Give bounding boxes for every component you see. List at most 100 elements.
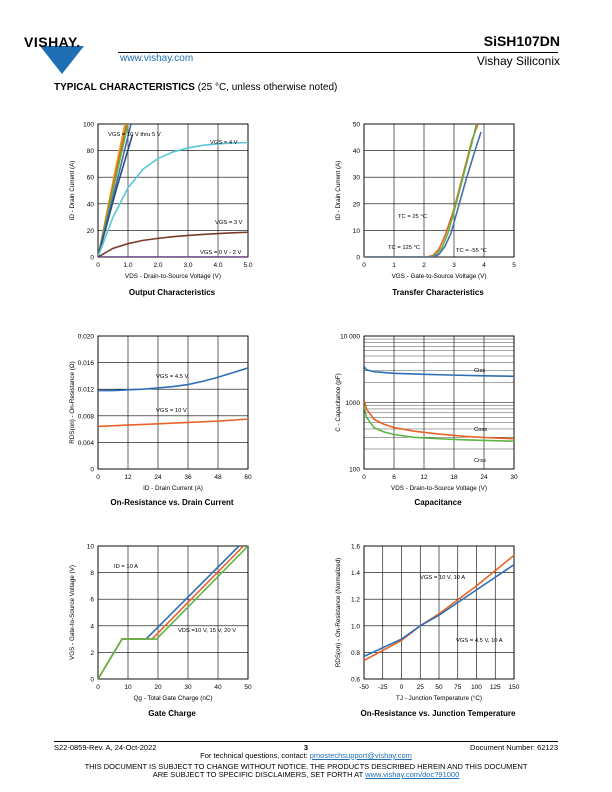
logo-text: VISHAY. bbox=[24, 34, 81, 50]
x-tick-label: 12 bbox=[420, 474, 428, 481]
disclaimer-prefix: ARE SUBJECT TO SPECIFIC DISCLAIMERS, SET… bbox=[152, 770, 366, 779]
x-tick-label: 30 bbox=[184, 684, 192, 691]
y-tick-label: 10 bbox=[87, 544, 95, 551]
y-tick-label: 100 bbox=[349, 467, 360, 474]
series-line-0 bbox=[364, 124, 479, 257]
y-tick-label: 0.008 bbox=[78, 413, 95, 420]
header-rule bbox=[118, 52, 558, 53]
y-tick-label: 1.2 bbox=[351, 597, 360, 604]
annotation-1: VGS = 4.5 V, 10 A bbox=[456, 638, 503, 644]
chart-svg-3: 0 6 12 18 24 30 100 1000 10 000 Ciss Coss Crss VDS -… bbox=[335, 334, 518, 493]
y-tick-label: 0.004 bbox=[78, 440, 95, 447]
plot-frame bbox=[97, 545, 249, 680]
x-axis-label: VDS - Drain-to-Source Voltage (V) bbox=[391, 485, 487, 492]
x-tick-label: 3.0 bbox=[183, 262, 192, 269]
x-tick-label: 1.0 bbox=[123, 262, 132, 269]
y-tick-label: 0 bbox=[90, 255, 94, 262]
disclaimer-link[interactable]: www.vishay.com/doc?91000 bbox=[365, 770, 460, 779]
y-tick-label: 0.020 bbox=[78, 334, 95, 341]
disclaimer-line-2: ARE SUBJECT TO SPECIFIC DISCLAIMERS, SET… bbox=[0, 770, 612, 779]
chart-capacitance: 0 6 12 18 24 30 100 1000 10 000 Ciss Coss Crss VDS -… bbox=[326, 330, 526, 500]
x-axis-label: TJ - Junction Temperature (°C) bbox=[396, 694, 482, 702]
x-tick-label: 125 bbox=[490, 684, 501, 691]
y-tick-label: 0.6 bbox=[351, 677, 360, 684]
x-tick-label: 0 bbox=[96, 474, 100, 481]
x-tick-label: 6 bbox=[392, 474, 396, 481]
vishay-logo bbox=[24, 24, 114, 80]
x-tick-label: 2 bbox=[422, 262, 426, 269]
series-line-6 bbox=[98, 231, 248, 257]
x-tick-label: 4 bbox=[482, 262, 486, 269]
x-tick-label: 10 bbox=[124, 684, 132, 691]
y-tick-label: 1.6 bbox=[351, 544, 360, 551]
y-tick-label: 2 bbox=[90, 650, 94, 657]
annotation-0: VGS = 4.5 V bbox=[156, 374, 189, 380]
document-number: Document Number: 62123 bbox=[470, 743, 558, 752]
y-tick-label: 0.8 bbox=[351, 650, 360, 657]
x-tick-label: 25 bbox=[417, 684, 425, 691]
support-email-link[interactable]: pmostechsupport@vishay.com bbox=[309, 751, 412, 760]
x-tick-label: 24 bbox=[480, 474, 488, 481]
y-tick-label: 1.4 bbox=[351, 570, 360, 577]
annotation-2: Crss bbox=[474, 458, 486, 464]
y-axis-label: RDS(on) - On-Resistance (Ω) bbox=[69, 361, 76, 443]
series-line-4 bbox=[98, 134, 134, 257]
x-tick-label: 75 bbox=[454, 684, 462, 691]
chart-transfer-characteristics: 0 1 2 3 4 5 0 10 20 30 40 50 TC = 25 °C TC = 125 °C TC… bbox=[326, 118, 526, 288]
y-tick-label: 1000 bbox=[346, 400, 361, 407]
x-tick-label: 0 bbox=[96, 262, 100, 269]
annotation-2: VGS = 3 V bbox=[215, 220, 243, 226]
x-tick-label: 50 bbox=[435, 684, 443, 691]
y-tick-label: 0 bbox=[90, 467, 94, 474]
x-tick-label: 4.0 bbox=[213, 262, 222, 269]
x-tick-label: 30 bbox=[510, 474, 518, 481]
series-line-0 bbox=[98, 367, 248, 392]
company-name: Vishay Siliconix bbox=[476, 54, 560, 68]
y-tick-label: 60 bbox=[87, 175, 95, 182]
chart-svg-5: -50 -25 0 25 50 75 100 125 150 0.6 0.8 1.0 1.2 1.4 1.6… bbox=[335, 544, 520, 703]
y-axis-label: RDS(on) - On-Resistance (Normalized) bbox=[335, 558, 342, 668]
x-tick-label: 0 bbox=[96, 684, 100, 691]
x-tick-label: 2.0 bbox=[153, 262, 162, 269]
y-tick-label: 80 bbox=[87, 148, 95, 155]
chart-on-resistance-vs-drain-current: 0 12 24 36 48 60 0 0.004 0.008 0.012 0.016 0.020 VGS… bbox=[60, 330, 260, 500]
footer-rule bbox=[54, 741, 558, 742]
y-tick-label: 1.0 bbox=[351, 623, 360, 630]
x-tick-label: 1 bbox=[392, 262, 396, 269]
x-axis-label: VDS - Drain-to-Source Voltage (V) bbox=[125, 273, 221, 280]
caption-on-resistance-vs-temperature: On-Resistance vs. Junction Temperature bbox=[360, 709, 516, 718]
caption-gate-charge: Gate Charge bbox=[148, 709, 196, 718]
annotation-0: VGS = 10 V thru 5 V bbox=[108, 132, 161, 138]
part-number: SiSH107DN bbox=[483, 33, 560, 49]
y-tick-label: 20 bbox=[353, 201, 361, 208]
questions-prefix: For technical questions, contact: bbox=[200, 751, 310, 760]
x-tick-label: 3 bbox=[452, 262, 456, 269]
caption-output-characteristics: Output Characteristics bbox=[128, 288, 216, 297]
series-line-0 bbox=[364, 365, 514, 378]
y-tick-label: 40 bbox=[353, 148, 361, 155]
annotation-1: VGS = 4 V bbox=[210, 140, 238, 146]
series-line-1 bbox=[364, 563, 514, 658]
y-tick-label: 20 bbox=[87, 228, 95, 235]
y-tick-label: 6 bbox=[90, 597, 94, 604]
y-tick-label: 50 bbox=[353, 122, 361, 129]
technical-questions: For technical questions, contact: pmoste… bbox=[0, 751, 612, 760]
chart-svg-4: 0 10 20 30 40 50 0 2 4 6 8 10 ID = 10 A VDS =10 V, 15… bbox=[69, 544, 252, 703]
section-title-bold: TYPICAL CHARACTERISTICS bbox=[54, 82, 195, 93]
caption-transfer-characteristics: Transfer Characteristics bbox=[392, 288, 484, 297]
x-tick-label: -50 bbox=[359, 684, 369, 691]
website-link[interactable]: www.vishay.com bbox=[120, 53, 194, 64]
y-axis-label: C - Capacitance (pF) bbox=[335, 373, 342, 431]
x-tick-label: -25 bbox=[378, 684, 388, 691]
chart-gate-charge: 0 10 20 30 40 50 0 2 4 6 8 10 ID = 10 A VDS =10 V, 15… bbox=[60, 540, 260, 710]
y-tick-label: 4 bbox=[90, 623, 94, 630]
x-tick-label: 18 bbox=[450, 474, 458, 481]
y-tick-label: 40 bbox=[87, 201, 95, 208]
y-axis-label: VGS - Gate-to-Source Voltage (V) bbox=[69, 565, 76, 660]
x-tick-label: 40 bbox=[214, 684, 222, 691]
page-number: 3 bbox=[303, 743, 309, 752]
chart-output-characteristics: 0 1.0 2.0 3.0 4.0 5.0 0 20 40 60 80 100 VGS = 10 V t… bbox=[60, 118, 260, 288]
section-title-rest: (25 °C, unless otherwise noted) bbox=[194, 82, 338, 93]
x-tick-label: 50 bbox=[244, 684, 252, 691]
y-tick-label: 0 bbox=[356, 255, 360, 262]
